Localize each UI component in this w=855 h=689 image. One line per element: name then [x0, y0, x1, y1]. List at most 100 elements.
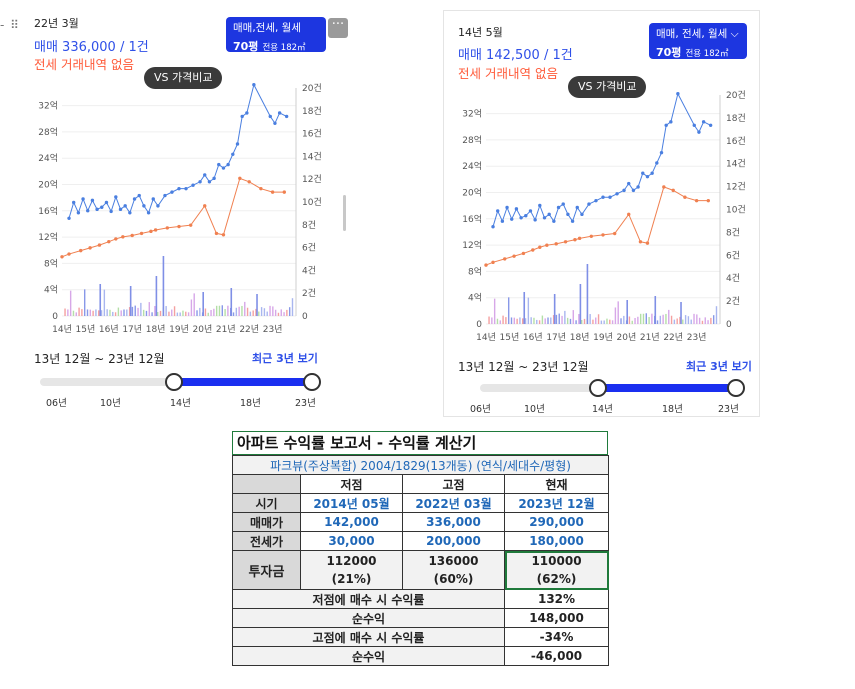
volume-bar	[670, 315, 673, 324]
jeonse-price-point	[503, 257, 507, 261]
volume-bar	[256, 294, 258, 316]
volume-bar	[274, 309, 277, 316]
volume-bar	[193, 293, 195, 316]
sale-price-point	[575, 205, 579, 210]
report-title: 아파트 수익률 보고서 - 수익률 계산기	[232, 431, 608, 455]
vs-compare-button[interactable]: VS 가격비교	[144, 67, 223, 89]
sale-price-point	[217, 162, 221, 167]
y-right-tick-label: 6건	[726, 250, 740, 261]
sale-price-point	[601, 195, 605, 199]
sale-price-point	[631, 188, 636, 193]
sale-price-point	[86, 209, 90, 213]
period-slider-start-handle[interactable]	[165, 373, 183, 391]
x-tick-label: 18년	[146, 324, 166, 335]
sale-price-point	[128, 211, 132, 215]
volume-bar	[241, 305, 243, 316]
jeonse-price-point	[601, 233, 605, 237]
y-right-tick-label: 20건	[302, 83, 322, 94]
sale-price-point	[697, 130, 701, 134]
sale-price-point	[659, 150, 664, 155]
volume-bar	[103, 289, 106, 316]
jeonse-price-point	[121, 235, 125, 239]
sale-price-point	[90, 198, 95, 203]
jeonse-price-point	[683, 195, 687, 199]
volume-bar	[227, 305, 229, 316]
volume-bar	[673, 319, 676, 324]
volume-bar	[491, 317, 493, 324]
sale-price-point	[273, 121, 277, 125]
jeonse-price-point	[491, 260, 495, 265]
sale-price-point	[268, 114, 272, 119]
jeonse-price-point	[238, 176, 242, 181]
sale-price-point	[203, 173, 207, 177]
period-slider-start-handle[interactable]	[589, 379, 607, 397]
volume-bar	[176, 312, 179, 316]
vs-compare-button[interactable]: VS 가격비교	[568, 76, 647, 98]
y-right-tick-label: 0	[726, 320, 732, 330]
volume-bar	[154, 306, 156, 316]
volume-bar	[126, 309, 128, 316]
jeonse-price-point	[67, 252, 71, 256]
period-slider-end-handle[interactable]	[303, 373, 321, 391]
sale-price-point	[207, 180, 212, 184]
price-chart-left: 0 4억 8억 12억 16억 20억 24억 28억 32억 0 2건 4건 6건 8건 10건 12건 14…	[38, 83, 322, 335]
volume-bar	[530, 317, 532, 324]
jeonse-price-point	[247, 180, 251, 184]
volume-bar	[710, 317, 712, 324]
volume-bar	[155, 276, 158, 316]
trade-type-filter-button[interactable]: 매매,전세, 월세 70평 전용 182㎡	[226, 17, 326, 53]
recent-3-years-link[interactable]: 최근 3년 보기	[686, 360, 752, 373]
volume-bar	[280, 309, 282, 316]
jeonse-price-point	[165, 226, 169, 230]
y-left-tick-label: 8억	[468, 265, 482, 277]
jeonse-price-point	[573, 238, 577, 242]
volume-bar	[502, 315, 504, 324]
volume-bar	[488, 316, 490, 324]
volume-bar	[230, 288, 233, 316]
jeonse-price-point	[645, 241, 650, 245]
sale-price-point	[664, 123, 668, 127]
volume-bar	[704, 317, 706, 324]
drag-handle-icon[interactable]: - ⠿	[0, 18, 20, 32]
volume-bar	[95, 309, 97, 316]
volume-bar	[123, 309, 125, 316]
trade-type-filter-button[interactable]: 매매, 전세, 월세 ⌵ 70평 전용 182㎡	[649, 23, 747, 59]
sale-price-point	[67, 216, 71, 220]
yield-report: 아파트 수익률 보고서 - 수익률 계산기 파크뷰(주상복합) 2004/182…	[231, 431, 610, 666]
y-right-tick-label: 8건	[302, 220, 316, 231]
period-slider-end-handle[interactable]	[727, 379, 745, 397]
jeonse-price-line	[61, 177, 285, 258]
recent-3-years-link[interactable]: 최근 3년 보기	[252, 352, 318, 365]
volume-bar	[75, 312, 77, 316]
sale-price-point	[510, 217, 514, 221]
sale-price-point	[500, 219, 505, 223]
cell-period-low: 2014년 05월	[300, 493, 403, 513]
scrollbar[interactable]	[343, 195, 346, 231]
price-chart-panel-right: 14년 5월 매매 142,500 / 1건 전세 거래내역 없음 매매, 전세…	[443, 10, 760, 417]
sale-price-point	[118, 207, 123, 212]
volume-bar	[581, 319, 583, 324]
y-right-tick-label: 14건	[302, 151, 322, 162]
slider-tick-label: 10년	[524, 404, 545, 415]
sale-price-point	[137, 193, 141, 198]
cell-invest-current[interactable]: 110000 (62%)	[503, 550, 610, 590]
header-high: 고점	[402, 474, 505, 494]
sale-price-point	[109, 209, 113, 214]
volume-bar	[628, 316, 631, 324]
volume-bar	[92, 310, 94, 316]
cell-sale-high: 336,000	[402, 512, 505, 532]
volume-bar	[555, 314, 558, 324]
volume-bar	[185, 311, 187, 316]
sale-price-point	[547, 212, 551, 217]
volume-bar	[145, 310, 148, 316]
more-dots-icon[interactable]: ···	[328, 18, 348, 38]
volume-bar	[224, 309, 226, 316]
jeonse-price-point	[521, 251, 526, 256]
volume-bar	[600, 320, 603, 324]
sale-price-point	[645, 174, 650, 179]
area-label: 70평	[233, 40, 259, 53]
jeonse-price-point	[270, 190, 275, 194]
x-tick-label: 16년	[99, 324, 119, 335]
volume-bar	[162, 256, 165, 316]
cell-period-high: 2022년 03월	[402, 493, 505, 513]
